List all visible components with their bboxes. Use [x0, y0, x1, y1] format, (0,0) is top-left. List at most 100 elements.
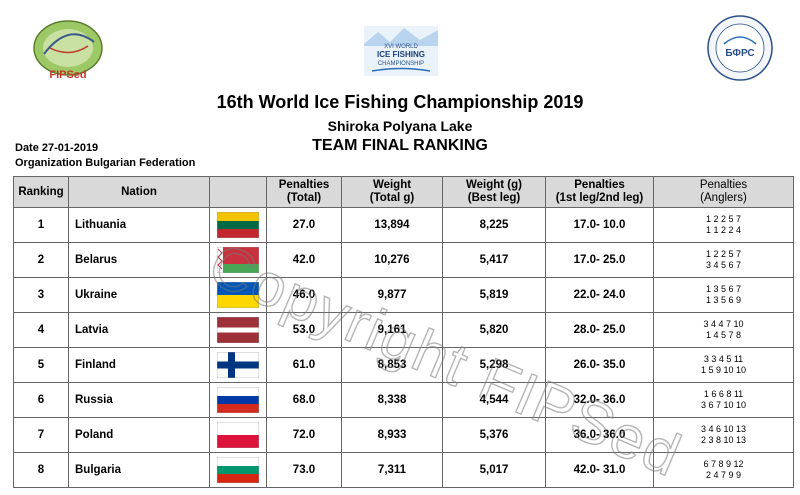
russia-flag-icon [217, 387, 259, 413]
flag-cell [209, 207, 267, 243]
anglers-line-2: 2 4 7 9 9 [705, 470, 742, 480]
championship-logo-line1: XVI WORLD [384, 44, 418, 50]
anglers-line-1: 1 3 5 6 7 [705, 284, 742, 294]
flag-cell [209, 347, 267, 383]
ukraine-flag-icon [217, 282, 259, 308]
championship-logo: XVI WORLD ICE FISHING CHAMPIONSHIP [364, 26, 438, 76]
anglers-line-2: 1 5 9 10 10 [700, 365, 747, 375]
flag-cell [209, 277, 267, 313]
belarus-flag-icon [217, 247, 259, 273]
flag-cell [209, 312, 267, 348]
nation-cell: Poland [68, 417, 210, 453]
penalties-legs-cell: 17.0- 10.0 [545, 207, 654, 243]
penalties-legs-cell: 22.0- 24.0 [545, 277, 654, 313]
penalties-legs-cell: 28.0- 25.0 [545, 312, 654, 348]
penalties-total-cell: 27.0 [266, 207, 342, 243]
penalties-anglers-cell: 3 3 4 5 11 1 5 9 10 10 [653, 347, 794, 383]
penalties-total-cell: 68.0 [266, 382, 342, 418]
anglers-line-1: 1 2 2 5 7 [705, 249, 742, 259]
rank-cell: 6 [13, 382, 69, 418]
table-row: 5 Finland 61.0 8,853 5,298 26.0- 35.0 3 3 4 5 … [13, 347, 794, 383]
ranking-table: Ranking Nation Penalties (Total) Weight (T… [13, 176, 794, 488]
weight-best-cell: 8,225 [442, 207, 546, 243]
rank-cell: 3 [13, 277, 69, 313]
rank-cell: 8 [13, 452, 69, 488]
location-title: Shiroka Polyana Lake [327, 118, 473, 134]
penalties-anglers-cell: 6 7 8 9 12 2 4 7 9 9 [653, 452, 794, 488]
rank-cell: 4 [13, 312, 69, 348]
header-nation: Nation [68, 176, 210, 208]
weight-total-cell: 7,311 [341, 452, 443, 488]
weight-total-cell: 8,338 [341, 382, 443, 418]
penalties-total-cell: 46.0 [266, 277, 342, 313]
penalties-legs-cell: 26.0- 35.0 [545, 347, 654, 383]
weight-best-cell: 5,017 [442, 452, 546, 488]
ranking-title: TEAM FINAL RANKING [312, 137, 488, 154]
anglers-line-2: 1 4 5 7 8 [705, 330, 742, 340]
anglers-line-1: 3 3 4 5 11 [703, 354, 744, 364]
header-weight-total: Weight (Total g) [341, 176, 443, 208]
penalties-legs-cell: 36.0- 36.0 [545, 417, 654, 453]
organization-label: Organization [15, 157, 83, 169]
table-row: 2 Belarus 42.0 10,276 5,417 17.0- 25.0 1 2 2 5… [13, 242, 794, 278]
header-penalties-anglers: Penalties (Anglers) [653, 176, 794, 208]
anglers-line-1: 3 4 6 10 13 [700, 424, 747, 434]
penalties-legs-cell: 42.0- 31.0 [545, 452, 654, 488]
nation-cell: Latvia [68, 312, 210, 348]
weight-best-cell: 5,417 [442, 242, 546, 278]
rank-cell: 5 [13, 347, 69, 383]
fipsed-logo: FIPSed [33, 20, 103, 81]
flag-cell [209, 452, 267, 488]
bulgaria-flag-icon [217, 457, 259, 483]
header-weight-best: Weight (g) (Best leg) [442, 176, 546, 208]
bulgarian-federation-logo-text: БФРС [725, 48, 754, 59]
weight-best-cell: 5,298 [442, 347, 546, 383]
date-line: Date 27-01-2019 [15, 142, 98, 154]
anglers-line-2: 1 3 5 6 9 [705, 295, 742, 305]
lithuania-flag-icon [217, 212, 259, 238]
table-row: 7 Poland 72.0 8,933 5,376 36.0- 36.0 3 4 6 10 … [13, 417, 794, 453]
header-penalties-legs: Penalties (1st leg/2nd leg) [545, 176, 654, 208]
weight-best-cell: 5,820 [442, 312, 546, 348]
date-label: Date [15, 142, 39, 154]
header-flag [209, 176, 267, 208]
penalties-total-cell: 72.0 [266, 417, 342, 453]
fipsed-logo-text: FIPSed [49, 69, 86, 81]
table-header-row: Ranking Nation Penalties (Total) Weight (T… [13, 176, 794, 208]
organization-value: Bulgarian Federation [85, 157, 196, 169]
anglers-line-2: 3 4 5 6 7 [705, 260, 742, 270]
header-penalties-total: Penalties (Total) [266, 176, 342, 208]
organization-line: Organization Bulgarian Federation [15, 157, 195, 169]
finland-flag-icon [217, 352, 259, 378]
anglers-line-1: 1 6 6 8 11 [703, 389, 744, 399]
weight-total-cell: 9,161 [341, 312, 443, 348]
anglers-line-2: 2 3 8 10 13 [700, 435, 747, 445]
rank-cell: 7 [13, 417, 69, 453]
weight-best-cell: 5,819 [442, 277, 546, 313]
penalties-anglers-cell: 3 4 6 10 13 2 3 8 10 13 [653, 417, 794, 453]
nation-cell: Bulgaria [68, 452, 210, 488]
rank-cell: 2 [13, 242, 69, 278]
nation-cell: Ukraine [68, 277, 210, 313]
nation-cell: Belarus [68, 242, 210, 278]
weight-total-cell: 13,894 [341, 207, 443, 243]
penalties-legs-cell: 17.0- 25.0 [545, 242, 654, 278]
championship-logo-line3: CHAMPIONSHIP [378, 61, 424, 67]
header-ranking: Ranking [13, 176, 69, 208]
penalties-total-cell: 53.0 [266, 312, 342, 348]
table-row: 6 Russia 68.0 8,338 4,544 32.0- 36.0 1 6 6 8 1… [13, 382, 794, 418]
bulgarian-federation-logo: БФРС [707, 15, 773, 81]
penalties-total-cell: 73.0 [266, 452, 342, 488]
poland-flag-icon [217, 422, 259, 448]
weight-best-cell: 5,376 [442, 417, 546, 453]
latvia-flag-icon [217, 317, 259, 343]
weight-total-cell: 10,276 [341, 242, 443, 278]
flag-cell [209, 417, 267, 453]
anglers-line-2: 3 6 7 10 10 [700, 400, 747, 410]
penalties-anglers-cell: 1 6 6 8 11 3 6 7 10 10 [653, 382, 794, 418]
penalties-anglers-cell: 3 4 4 7 10 1 4 5 7 8 [653, 312, 794, 348]
flag-cell [209, 382, 267, 418]
nation-cell: Lithuania [68, 207, 210, 243]
